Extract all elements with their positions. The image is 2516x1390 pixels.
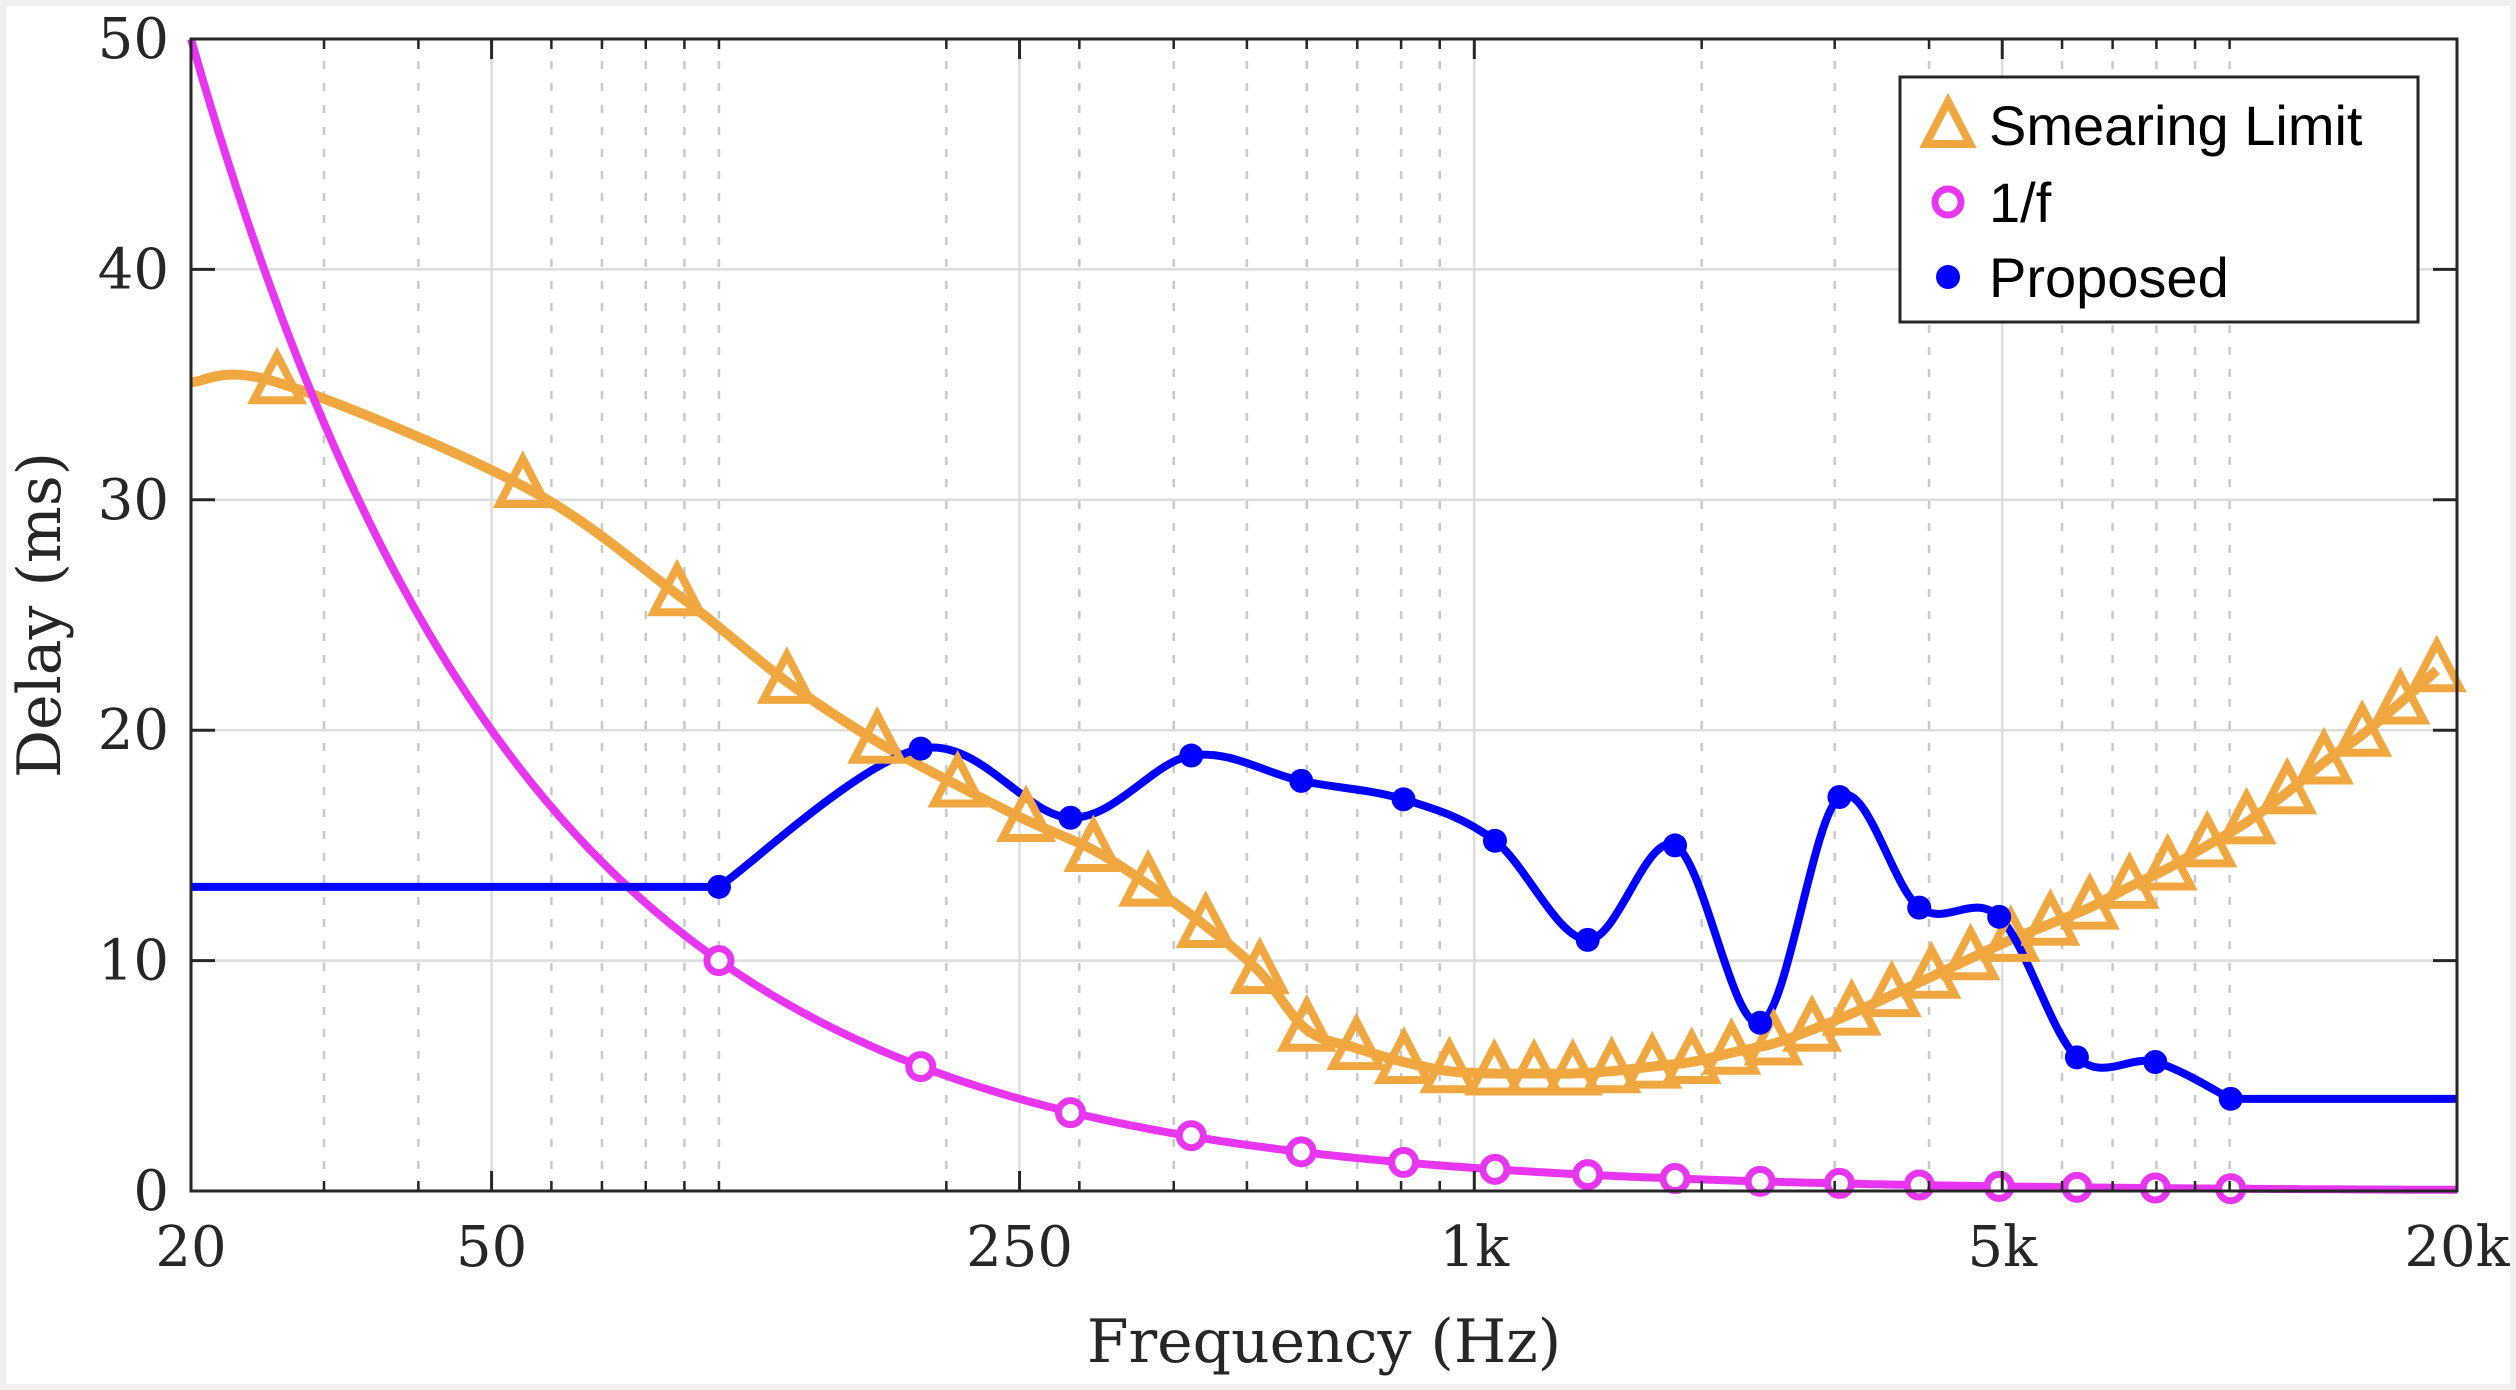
smearing-limit-marker — [996, 784, 1057, 843]
smearing-limit-marker — [2257, 756, 2318, 815]
one-over-f-marker — [1388, 1146, 1420, 1178]
smearing-limit-marker — [247, 346, 308, 405]
smearing-limit-marker — [2293, 726, 2354, 785]
one-over-f-marker — [1285, 1136, 1317, 1168]
smearing-limit-marker — [1063, 814, 1124, 873]
ticks: 20 50 250 1k 5k 20k 0 10 20 30 40 50 — [98, 7, 2511, 1280]
smearing-limit-marker — [1622, 1030, 1683, 1089]
legend-dot-icon — [1936, 265, 1960, 289]
smearing-limit-marker — [1901, 941, 1962, 999]
legend-box — [1898, 75, 2420, 324]
x-tick-label: 250 — [966, 1215, 1073, 1280]
x-tick-label: 5k — [1967, 1215, 2038, 1280]
y-tick-label: 30 — [98, 468, 169, 533]
one-over-f-marker — [1054, 1097, 1086, 1129]
proposed-marker — [706, 874, 731, 899]
smearing-limit-marker — [1782, 994, 1843, 1052]
proposed-marker — [1987, 904, 2012, 929]
smearing-limit-marker — [1821, 977, 1882, 1036]
proposed-marker — [2064, 1045, 2089, 1070]
smearing-limit-marker — [1743, 1007, 1804, 1066]
one-over-f-marker — [905, 1051, 937, 1083]
smearing-limit-marker — [1464, 1037, 1525, 1096]
proposed-marker — [1058, 805, 1083, 830]
proposed-marker — [1289, 768, 1314, 793]
smearing-limit-marker — [1701, 1017, 1762, 1075]
smearing-limit-marker — [1940, 922, 2001, 981]
proposed-marker — [1827, 785, 1852, 810]
smearing-limit-marker — [2370, 666, 2431, 725]
proposed-marker — [2218, 1086, 2243, 1111]
proposed-marker — [1391, 787, 1416, 812]
smearing-limit-line — [190, 369, 2441, 1079]
smearing-limit-marker — [2332, 699, 2393, 757]
legend-triangle-icon — [1919, 92, 1977, 148]
smearing-limit-marker — [1581, 1035, 1642, 1094]
x-tick-label: 20 — [155, 1215, 226, 1280]
series-layer — [187, 37, 2467, 1205]
smearing-limit-marker — [2406, 634, 2467, 693]
smearing-limit-marker — [1980, 904, 2041, 962]
y-tick-label: 20 — [98, 698, 169, 763]
smearing-limit-marker — [1175, 890, 1236, 949]
x-tick-label: 50 — [456, 1215, 527, 1280]
one-over-f-marker — [1659, 1163, 1691, 1195]
legend-circle-icon — [1931, 185, 1965, 219]
y-tick-label: 40 — [98, 237, 169, 302]
smearing-limit-marker — [1373, 1026, 1434, 1084]
smearing-limit-marker — [2216, 786, 2277, 845]
proposed-marker — [1663, 833, 1688, 858]
legend: Smearing Limit 1/f Proposed — [1898, 75, 2420, 324]
proposed-marker — [1575, 927, 1600, 952]
smearing-limit-marker — [1229, 936, 1290, 995]
smearing-limit-marker — [2020, 888, 2081, 946]
smearing-limit-marker — [927, 749, 988, 808]
smearing-limit-marker — [647, 558, 708, 617]
one-over-f-marker — [1744, 1165, 1776, 1197]
smearing-limit-marker — [756, 646, 817, 704]
proposed-marker — [1482, 828, 1507, 853]
legend-label: Proposed — [1989, 246, 2229, 309]
smearing-limit-marker — [1276, 994, 1337, 1052]
smearing-limit-marker — [2059, 871, 2120, 930]
one-over-f-marker — [2061, 1171, 2093, 1203]
legend-label: Smearing Limit — [1989, 94, 2363, 157]
smearing-limit-marker — [1326, 1012, 1387, 1071]
smearing-limit-marker — [847, 706, 908, 764]
x-axis-label: Frequency (Hz) — [1087, 1307, 1561, 1377]
smearing-limit-marker — [1419, 1035, 1480, 1094]
smearing-limit-marker — [1542, 1037, 1603, 1096]
proposed-marker — [1179, 743, 1204, 768]
smearing-limit-marker — [1861, 959, 1922, 1018]
one-over-f-marker — [1175, 1120, 1207, 1152]
x-tick-label: 20k — [2404, 1215, 2510, 1280]
y-tick-label: 50 — [98, 7, 169, 72]
smearing-limit-marker — [492, 450, 553, 508]
proposed-marker — [1748, 1010, 1773, 1035]
smearing-limit-marker — [1504, 1037, 1565, 1096]
proposed-marker — [908, 736, 933, 761]
x-tick-label: 1k — [1440, 1215, 1511, 1280]
proposed-marker — [2143, 1049, 2168, 1074]
one-over-f-marker — [1572, 1159, 1604, 1191]
y-tick-label: 0 — [133, 1159, 169, 1224]
smearing-limit-marker — [1661, 1026, 1722, 1084]
legend-label: 1/f — [1989, 171, 2052, 234]
one-over-f-marker — [1983, 1170, 2015, 1202]
one-over-f-marker — [1479, 1153, 1511, 1185]
proposed-marker — [1907, 895, 1932, 920]
axes-box — [189, 37, 2459, 1193]
one-over-f-marker — [1903, 1169, 1935, 1201]
y-tick-label: 10 — [98, 929, 169, 994]
smearing-limit-marker — [2099, 851, 2160, 909]
smearing-limit-marker — [1118, 848, 1179, 907]
y-axis-label: Delay (ms) — [5, 452, 75, 778]
one-over-f-marker — [703, 945, 735, 977]
